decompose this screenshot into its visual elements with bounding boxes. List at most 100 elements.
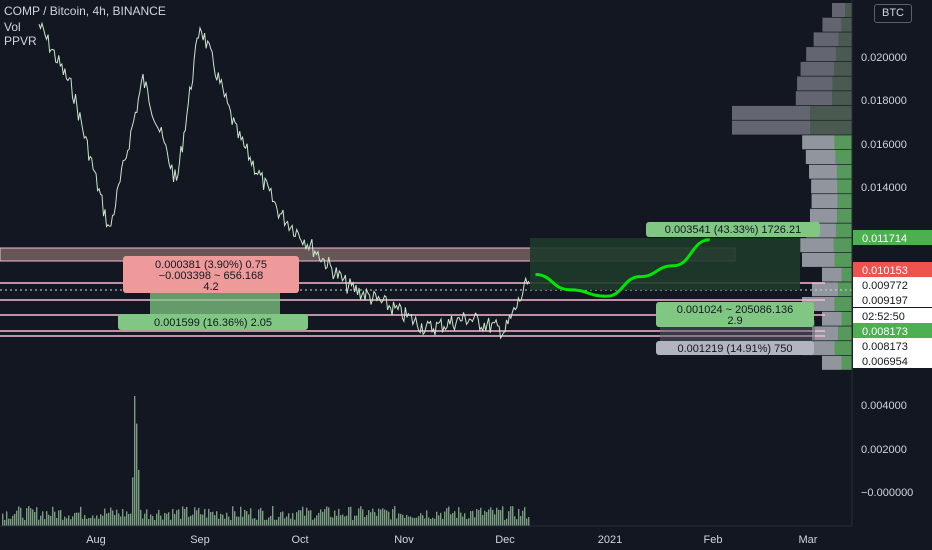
price-badge-label: 0.008173: [862, 341, 908, 353]
volume-bar: [78, 512, 80, 526]
vp-row-sell: [822, 355, 842, 370]
volume-bar: [388, 511, 390, 526]
volume-bar: [330, 516, 332, 526]
volume-bar: [302, 506, 304, 526]
volume-bar: [290, 518, 292, 526]
volume-bar: [360, 506, 362, 526]
vp-row-buy: [835, 47, 852, 62]
volume-bar: [36, 507, 38, 526]
price-axis[interactable]: 0.020000 0.018000 0.016000 0.014000 0.004000…: [851, 0, 932, 550]
volume-bar: [402, 514, 404, 526]
volume-bar: [316, 515, 318, 526]
volume-bar: [398, 513, 400, 526]
volume-bar: [146, 509, 148, 526]
volume-bar: [344, 516, 346, 526]
volume-bar: [266, 519, 268, 526]
volume-bar: [472, 510, 474, 526]
volume-bar: [252, 518, 254, 526]
currency-button[interactable]: BTC: [874, 4, 912, 23]
volume-bar: [418, 516, 420, 526]
volume-bar: [304, 515, 306, 526]
volume-bar: [62, 519, 64, 526]
volume-bar: [70, 519, 72, 526]
volume-profile: [732, 3, 852, 370]
volume-bar: [396, 518, 398, 526]
x-tick-label: Dec: [495, 534, 515, 546]
volume-bar: [204, 508, 206, 526]
annotation-red-bg: [123, 256, 299, 293]
volume-bar: [310, 510, 312, 526]
volume-bar: [490, 507, 492, 526]
price-badge-bg: [853, 308, 932, 323]
volume-bar: [488, 509, 490, 526]
vp-row-sell: [732, 120, 810, 135]
annotation-green-mid-bg: [656, 302, 814, 327]
volume-bar: [264, 519, 266, 526]
volume-bar: [100, 514, 102, 526]
volume-bar: [288, 513, 290, 526]
price-badge-bg: [853, 338, 932, 353]
vp-row-buy: [835, 150, 852, 164]
volume-bar: [92, 515, 94, 526]
price-series-line: [38, 21, 530, 340]
volume-bar: [254, 518, 256, 526]
vp-row-buy: [841, 311, 852, 326]
vp-row-buy: [845, 3, 852, 17]
volume-bar: [522, 510, 524, 526]
volume-bar: [244, 509, 246, 526]
volume-bar: [120, 516, 122, 526]
price-badge-label: 0.009197: [862, 295, 908, 307]
volume-bar: [340, 515, 342, 526]
volume-bar: [238, 516, 240, 526]
volume-bar: [180, 518, 182, 526]
volume-bar: [154, 519, 156, 526]
volume-bar: [128, 513, 130, 526]
volume-bar: [206, 517, 208, 526]
volume-bar: [184, 508, 186, 526]
volume-bar: [338, 508, 340, 526]
volume-bar: [380, 509, 382, 526]
vp-row-buy: [841, 17, 852, 32]
volume-bar: [228, 516, 230, 526]
vp-row-sell: [797, 76, 833, 91]
annotation-red-line1: 0.000381 (3.90%) 0.75: [155, 259, 267, 271]
volume-bar: [412, 517, 414, 526]
volume-bar: [478, 510, 480, 526]
annotation-green-left-bg: [118, 314, 308, 330]
volume-bar: [458, 507, 460, 526]
vp-row-sell: [802, 135, 835, 150]
volume-bar: [16, 510, 18, 526]
volume-bar: [282, 511, 284, 526]
volume-bar: [134, 396, 136, 526]
volume-bar: [438, 515, 440, 526]
volume-bar: [368, 510, 370, 526]
price-badge-bg: [853, 230, 932, 245]
volume-bar: [470, 511, 472, 526]
vp-row-sell: [811, 179, 838, 194]
symbol-title: COMP / Bitcoin, 4h, BINANCE: [4, 4, 166, 18]
volume-bar: [50, 515, 52, 526]
volume-bar: [200, 514, 202, 526]
volume-bar: [76, 512, 78, 526]
indicator-vol: Vol: [4, 20, 21, 34]
volume-bar: [32, 509, 34, 526]
volume-bar: [444, 511, 446, 526]
vp-row-buy: [832, 76, 852, 91]
volume-bar: [482, 515, 484, 526]
vp-row-buy: [832, 91, 852, 106]
annotation-green-top-text: 0.003541 (43.33%) 1726.21: [665, 224, 801, 236]
volume-bar: [148, 519, 150, 526]
volume-bar: [436, 511, 438, 526]
vp-row-sell: [802, 252, 835, 267]
volume-bar: [258, 509, 260, 526]
annotation-red-line2: −0.003398 ~ 656.168: [159, 270, 264, 282]
volume-bar: [426, 510, 428, 526]
volume-bar: [48, 514, 50, 526]
volume-bar: [446, 508, 448, 526]
volume-bar: [236, 516, 238, 526]
time-axis[interactable]: Aug Sep Oct Nov Dec 2021 Feb Mar: [0, 525, 852, 546]
volume-bar: [500, 510, 502, 526]
y-tick-label: 0.002000: [861, 444, 907, 456]
volume-bar: [292, 513, 294, 526]
